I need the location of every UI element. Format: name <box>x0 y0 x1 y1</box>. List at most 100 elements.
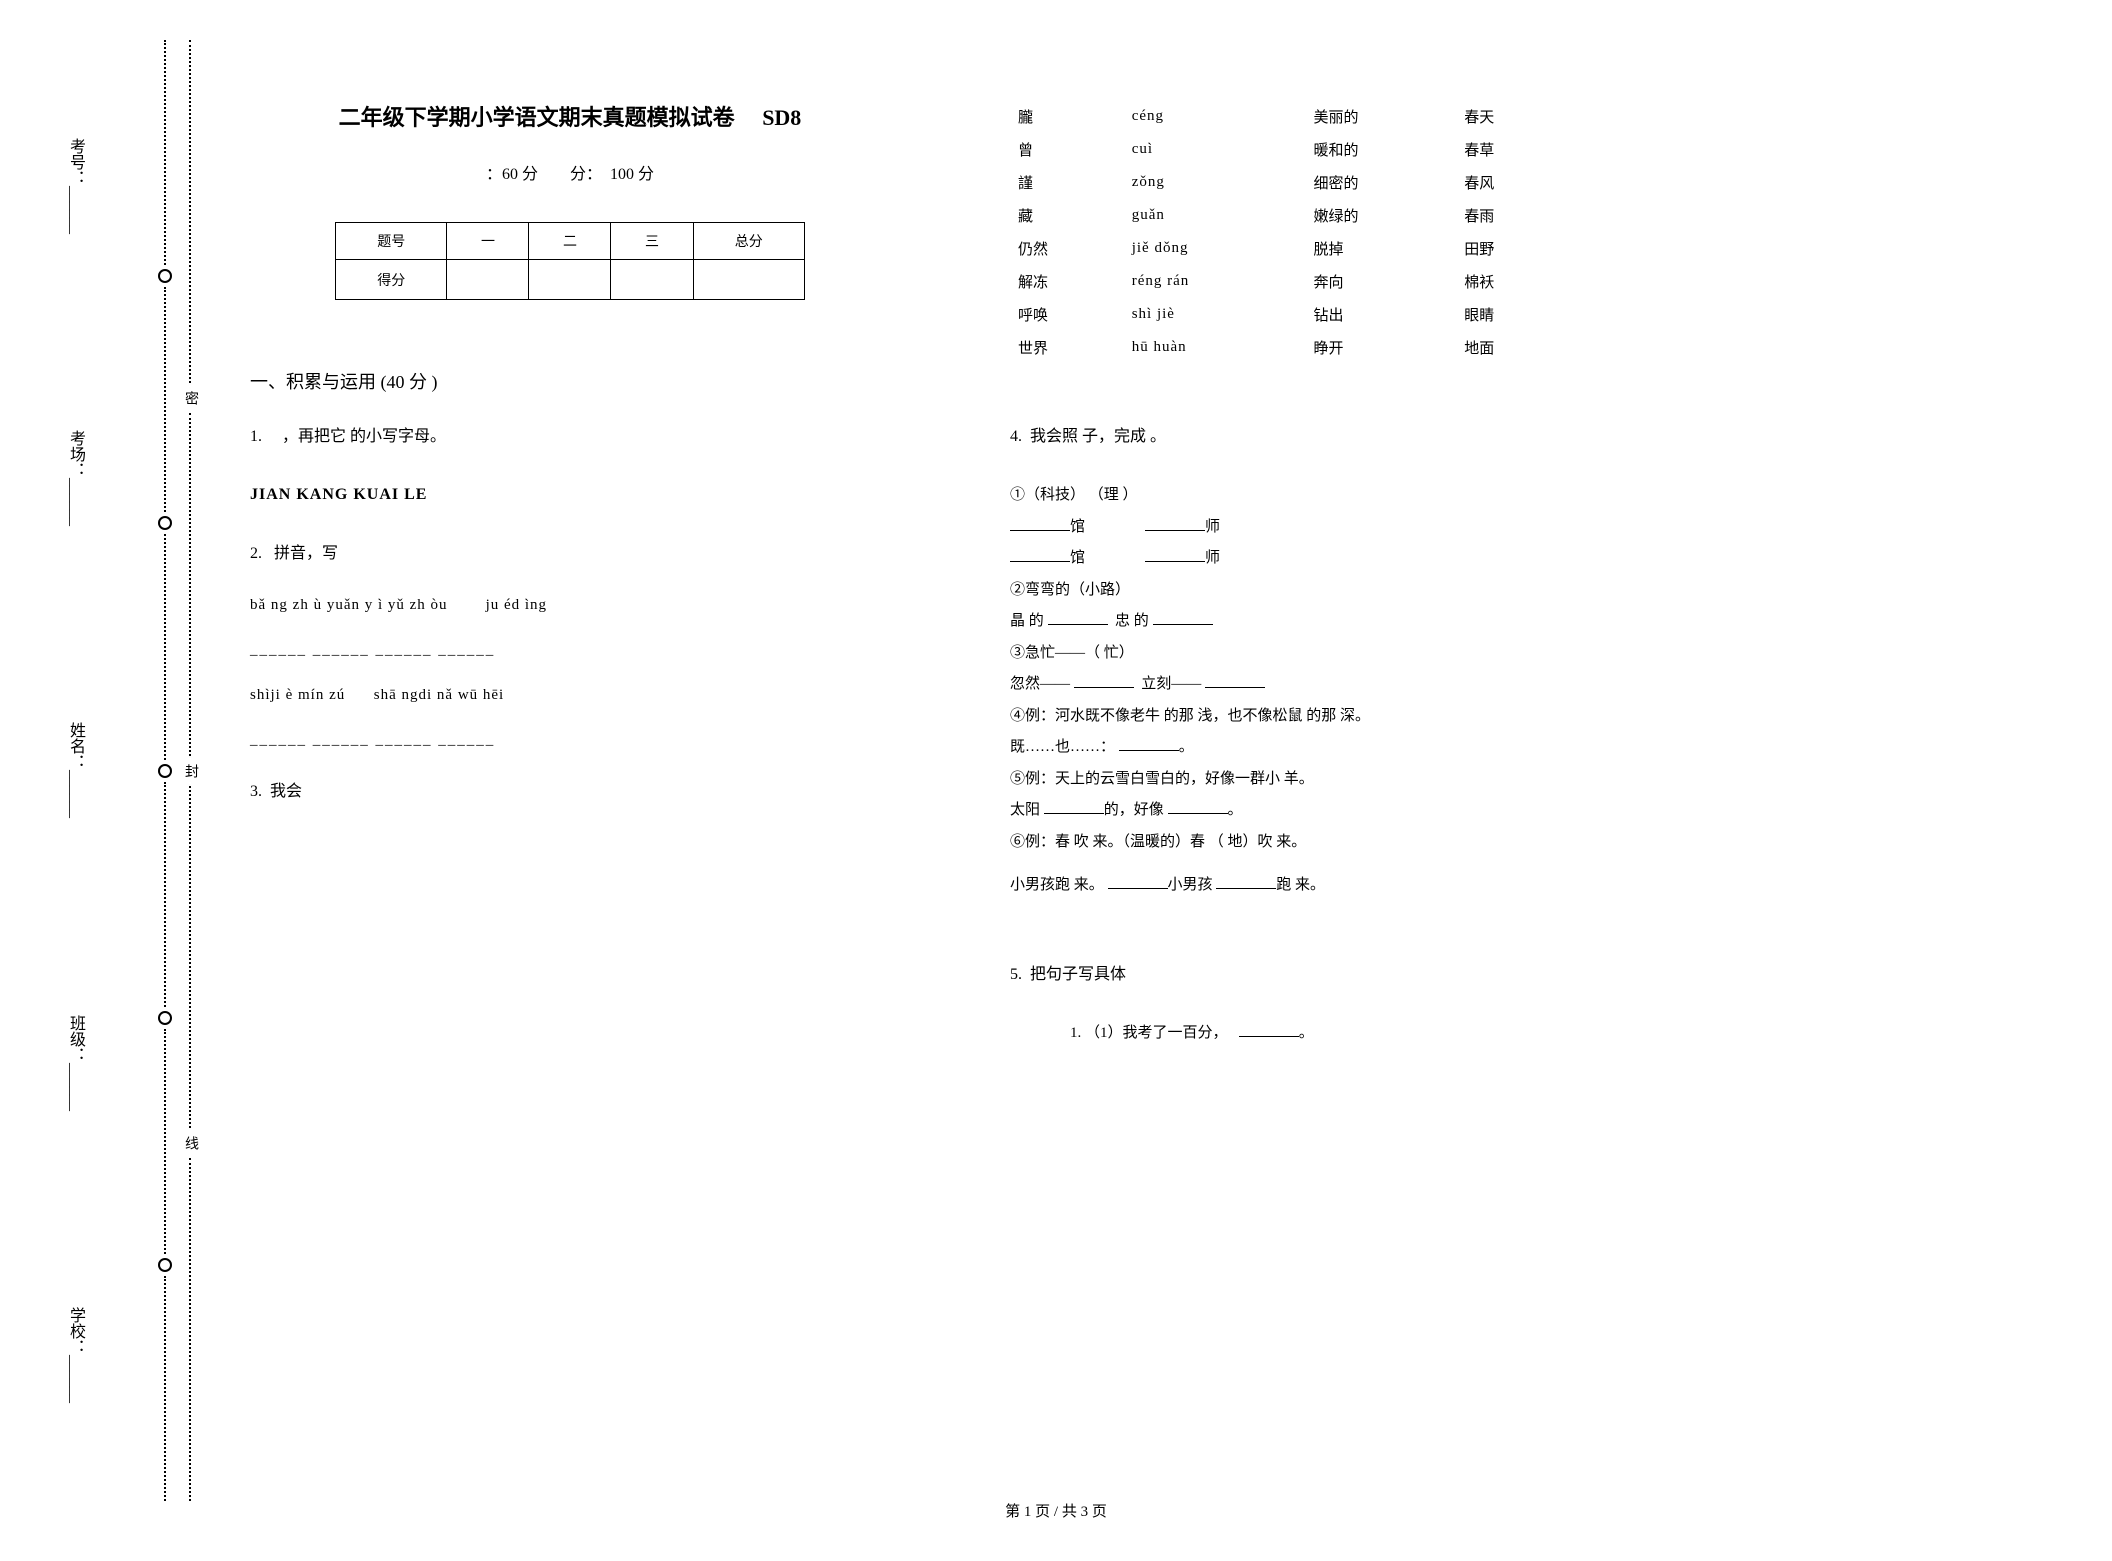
q4-l13: 小男孩跑 来。 小男孩 跑 来。 <box>1010 870 1650 902</box>
q4-l12: ⑥例：春 吹 来。（温暖的）春 （ 地）吹 来。 <box>1010 827 1650 859</box>
section-1-heading: 一、积累与运用 (40 分 ) <box>250 368 890 394</box>
mc: 春草 <box>1456 133 1570 166</box>
td-empty <box>611 260 693 300</box>
mc: 地面 <box>1456 331 1570 364</box>
mc: 曾 <box>1010 133 1124 166</box>
th-2: 二 <box>529 223 611 260</box>
title-code: SD8 <box>762 105 801 130</box>
t: 跑 来。 <box>1276 877 1325 893</box>
q2-pinyin-2a: shìji è mín zú <box>250 687 345 703</box>
mc: 春风 <box>1456 166 1570 199</box>
binding-label-school: 学校：______ <box>63 1307 87 1403</box>
table-row: 得分 <box>336 260 805 300</box>
q4-num: 4. <box>1010 428 1022 445</box>
mc: 解冻 <box>1010 265 1124 298</box>
mc: 棉袄 <box>1456 265 1570 298</box>
mc: 田野 <box>1456 232 1570 265</box>
q4-l2: 馆 师 <box>1010 512 1650 544</box>
question-1: 1. ，再把它 的小写字母。 <box>250 422 890 452</box>
score-label: 分： <box>570 166 602 183</box>
q2-num: 2. <box>250 545 262 562</box>
t: 太阳 <box>1010 802 1040 818</box>
binding-label-name: 姓名：______ <box>63 722 87 818</box>
mp: cuì <box>1124 133 1306 166</box>
mc: 春天 <box>1456 100 1570 133</box>
td-label: 得分 <box>336 260 447 300</box>
match-table: 朧céng美丽的春天 曾cuì暖和的春草 謹zǒng细密的春风 藏guǎn嫩绿的… <box>1010 100 1570 364</box>
binding-labels: 学校：______ 班级：______ 姓名：______ 考场：______ … <box>60 40 90 1501</box>
mc: 朧 <box>1010 100 1124 133</box>
question-2: 2. 拼音，写 <box>250 539 890 569</box>
left-column: 二年级下学期小学语文期末真题模拟试卷 SD8 ：60 分 分： 100 分 题号… <box>250 100 890 1050</box>
q3-text: 我会 <box>270 783 302 800</box>
t: 小男孩跑 来。 <box>1010 877 1104 893</box>
q4-l1: ①（科技） （理 ） <box>1010 480 1650 512</box>
mp: zǒng <box>1124 166 1306 199</box>
time-label: ：60 分 <box>486 166 538 183</box>
td-empty <box>529 260 611 300</box>
q4-title: 我会照 子，完成 。 <box>1030 428 1166 445</box>
mc: 暖和的 <box>1305 133 1456 166</box>
mc: 謹 <box>1010 166 1124 199</box>
th-3: 三 <box>611 223 693 260</box>
mp: céng <box>1124 100 1306 133</box>
mc: 钻出 <box>1305 298 1456 331</box>
mp: réng rán <box>1124 265 1306 298</box>
exam-title: 二年级下学期小学语文期末真题模拟试卷 SD8 <box>250 100 890 132</box>
q2-blanks-2: ______ ______ ______ ______ <box>250 732 890 749</box>
q4-l9: 既……也……： 。 <box>1010 732 1650 764</box>
mc: 奔向 <box>1305 265 1456 298</box>
t: 师 <box>1205 519 1220 535</box>
q1-num: 1. <box>250 428 262 445</box>
question-5: 5. 把句子写具体 <box>1010 960 1650 990</box>
seal-text-xian: 线 <box>180 1136 200 1150</box>
q4-l3: 馆 师 <box>1010 543 1650 575</box>
mc: 春雨 <box>1456 199 1570 232</box>
th-1: 一 <box>447 223 529 260</box>
q5-sub: 1. （1）我考了一百分， 。 <box>1010 1018 1650 1050</box>
t: 立刻—— <box>1141 676 1201 692</box>
page-footer: 第 1 页 / 共 3 页 <box>0 1500 2112 1521</box>
q4-l8: ④例：河水既不像老牛 的那 浅，也不像松鼠 的那 深。 <box>1010 701 1650 733</box>
binding-dotted-line <box>150 40 180 1501</box>
t: 忠 的 <box>1115 613 1149 629</box>
binding-margin: 学校：______ 班级：______ 姓名：______ 考场：______ … <box>60 40 180 1501</box>
mc: 睁开 <box>1305 331 1456 364</box>
t: 忽然—— <box>1010 676 1070 692</box>
t: 晶 的 <box>1010 613 1044 629</box>
td-empty <box>693 260 805 300</box>
q4-l7: 忽然—— 立刻—— <box>1010 669 1650 701</box>
q4-l4: ②弯弯的（小路） <box>1010 575 1650 607</box>
mc: 仍然 <box>1010 232 1124 265</box>
mc: 嫩绿的 <box>1305 199 1456 232</box>
seal-line: 密 封 线 <box>180 40 200 1501</box>
t: 既……也……： <box>1010 739 1115 755</box>
q2-pinyin-row1: bǎ ng zh ù yuǎn y ì yǔ zh òu ju éd ìng <box>250 597 890 614</box>
seal-text-feng: 封 <box>180 764 200 778</box>
mp: hū huàn <box>1124 331 1306 364</box>
question-4: 4. 我会照 子，完成 。 <box>1010 422 1650 452</box>
t: 小男孩 <box>1168 877 1213 893</box>
seal-text-mi: 密 <box>180 391 200 405</box>
q5-num: 5. <box>1010 966 1022 983</box>
t: 的，好像 <box>1104 802 1164 818</box>
q5-title: 把句子写具体 <box>1030 966 1126 983</box>
right-column: 朧céng美丽的春天 曾cuì暖和的春草 謹zǒng细密的春风 藏guǎn嫩绿的… <box>1010 100 1650 1050</box>
q2-blanks-1: ______ ______ ______ ______ <box>250 642 890 659</box>
t: 。 <box>1299 1025 1314 1041</box>
binding-label-id: 考号：______ <box>63 138 87 234</box>
q4-l10: ⑤例：天上的云雪白雪白的，好像一群小 羊。 <box>1010 764 1650 796</box>
q4-l11: 太阳 的，好像 。 <box>1010 795 1650 827</box>
table-row: 世界hū huàn睁开地面 <box>1010 331 1570 364</box>
table-row: 呼唤shì jiè钻出眼睛 <box>1010 298 1570 331</box>
mp: jiě dǒng <box>1124 232 1306 265</box>
mc: 脱掉 <box>1305 232 1456 265</box>
t: 。 <box>1179 739 1194 755</box>
t: 1. （1）我考了一百分， <box>1070 1025 1228 1041</box>
mc: 藏 <box>1010 199 1124 232</box>
t: 馆 <box>1070 550 1085 566</box>
t: 。 <box>1228 802 1243 818</box>
table-row: 题号 一 二 三 总分 <box>336 223 805 260</box>
mc: 世界 <box>1010 331 1124 364</box>
th-total: 总分 <box>693 223 805 260</box>
